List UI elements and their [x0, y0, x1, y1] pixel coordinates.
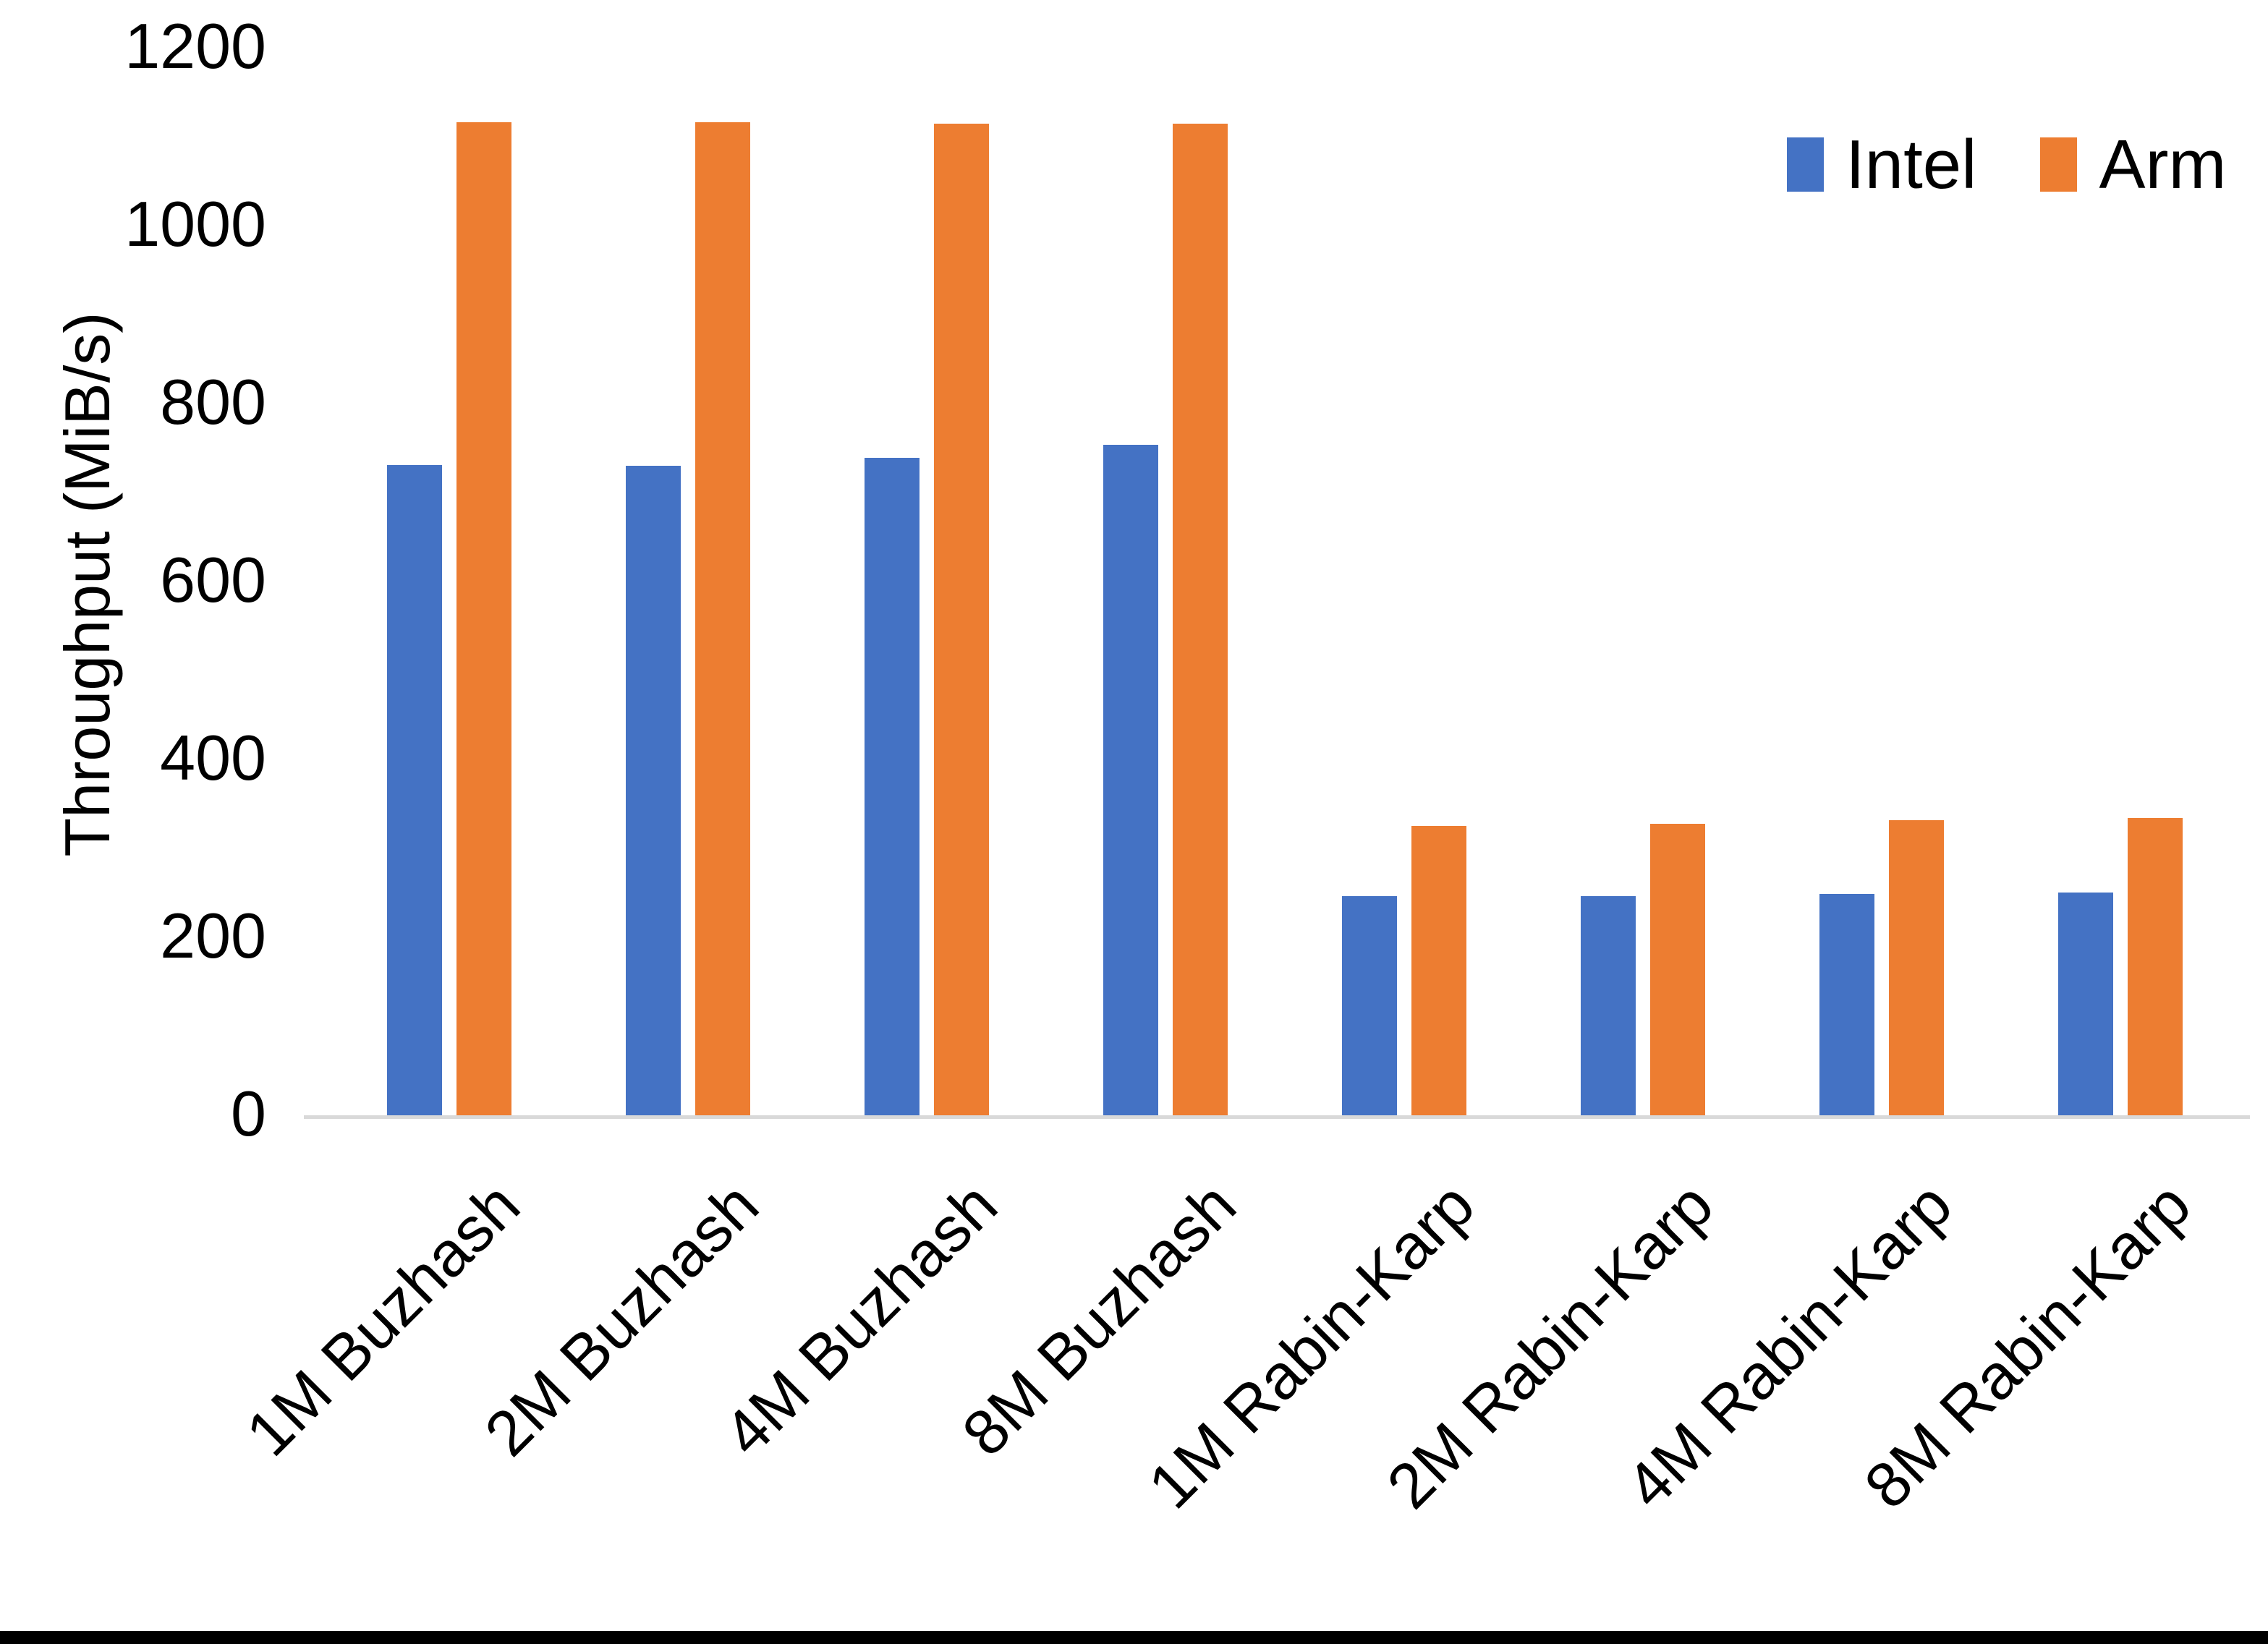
legend-label-intel: Intel: [1846, 125, 1977, 203]
bar-intel-8m-buzhash: [1103, 445, 1158, 1115]
legend: Intel Arm: [1787, 123, 2226, 206]
bar-intel-4m-buzhash: [865, 458, 919, 1115]
bar-arm-4m-rabin-karp: [1889, 820, 1944, 1115]
bar-intel-8m-rabin-karp: [2058, 893, 2113, 1115]
bar-intel-2m-buzhash: [626, 466, 681, 1115]
y-tick-label-0: 0: [231, 1077, 266, 1149]
y-tick-label-1200: 1200: [124, 9, 266, 82]
bar-intel-4m-rabin-karp: [1819, 894, 1874, 1115]
bar-arm-8m-rabin-karp: [2128, 818, 2183, 1115]
bar-intel-1m-rabin-karp: [1342, 896, 1397, 1115]
y-tick-label-600: 600: [160, 543, 266, 616]
bottom-border: [0, 1631, 2268, 1644]
bar-arm-2m-rabin-karp: [1650, 824, 1705, 1115]
bar-arm-8m-buzhash: [1173, 124, 1228, 1115]
legend-swatch-intel: [1787, 137, 1824, 192]
y-tick-label-200: 200: [160, 899, 266, 971]
y-tick-label-400: 400: [160, 721, 266, 793]
bar-intel-2m-rabin-karp: [1581, 896, 1636, 1115]
legend-swatch-arm: [2040, 137, 2078, 192]
x-axis-line: [304, 1115, 2250, 1119]
y-axis-title: Throughput (MiB/s): [51, 312, 123, 857]
bar-arm-4m-buzhash: [934, 124, 989, 1115]
bar-intel-1m-buzhash: [387, 465, 442, 1115]
bar-arm-1m-rabin-karp: [1411, 826, 1466, 1115]
bar-arm-1m-buzhash: [456, 122, 511, 1115]
legend-label-arm: Arm: [2099, 125, 2227, 203]
legend-item-arm: Arm: [2040, 125, 2227, 203]
y-tick-label-800: 800: [160, 365, 266, 438]
legend-item-intel: Intel: [1787, 125, 1977, 203]
bar-arm-2m-buzhash: [695, 122, 750, 1115]
y-tick-label-1000: 1000: [124, 187, 266, 260]
